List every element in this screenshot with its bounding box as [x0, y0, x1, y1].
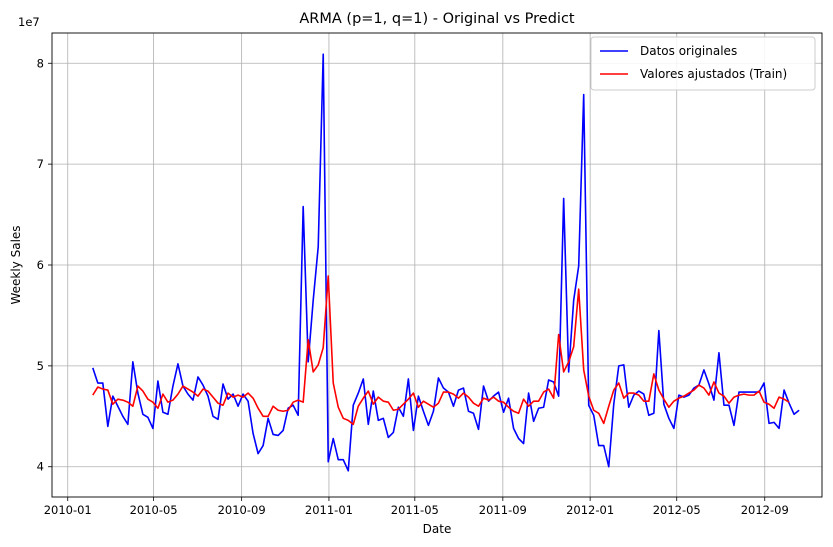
y-tick-label: 8	[37, 56, 44, 70]
series-line-fitted	[92, 275, 790, 426]
x-axis: 2010-01 2010-05 2010-09 2011-01 2011-05 2011-…	[44, 497, 789, 517]
legend-label-fitted: Valores ajustados (Train)	[640, 67, 787, 81]
x-tick-label: 2011-01	[305, 503, 353, 517]
y-tick-label: 7	[37, 157, 44, 171]
x-tick-label: 2012-01	[566, 503, 614, 517]
legend-box	[590, 36, 816, 91]
series-line-original	[92, 53, 800, 472]
chart-title: ARMA (p=1, q=1) - Original vs Predict	[299, 11, 575, 27]
y-axis-label: Weekly Sales	[9, 225, 23, 304]
legend-label-original: Datos originales	[640, 44, 737, 58]
legend: Datos originales Valores ajustados (Trai…	[590, 36, 816, 91]
x-tick-label: 2010-01	[44, 503, 92, 517]
y-tick-label: 4	[37, 460, 44, 474]
x-tick-label: 2011-05	[391, 503, 439, 517]
x-tick-label: 2010-05	[130, 503, 178, 517]
grid	[52, 33, 822, 497]
x-axis-label: Date	[423, 522, 452, 536]
y-tick-label: 6	[37, 258, 44, 272]
y-axis: 4 5 6 7 8	[37, 56, 52, 474]
y-offset-label: 1e7	[18, 15, 40, 29]
x-tick-label: 2010-09	[218, 503, 266, 517]
x-tick-label: 2011-09	[479, 503, 527, 517]
x-tick-label: 2012-05	[653, 503, 701, 517]
y-tick-label: 5	[37, 359, 44, 373]
series-layer	[92, 53, 800, 472]
x-tick-label: 2012-09	[741, 503, 789, 517]
